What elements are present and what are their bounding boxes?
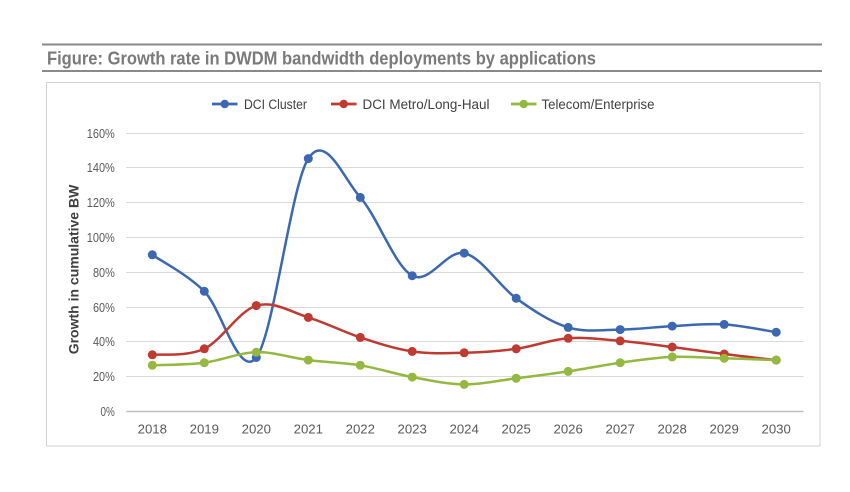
svg-text:2028: 2028 xyxy=(658,422,687,437)
svg-text:2020: 2020 xyxy=(242,422,271,437)
svg-text:2019: 2019 xyxy=(190,422,219,437)
svg-text:Growth in cumulative BW: Growth in cumulative BW xyxy=(66,184,82,354)
svg-text:2026: 2026 xyxy=(554,422,583,437)
svg-text:2021: 2021 xyxy=(294,422,323,437)
svg-text:Telecom/Enterprise: Telecom/Enterprise xyxy=(542,97,655,112)
svg-text:2022: 2022 xyxy=(346,422,375,437)
svg-text:2025: 2025 xyxy=(502,422,531,437)
svg-text:140%: 140% xyxy=(87,160,115,175)
svg-text:2030: 2030 xyxy=(762,422,791,437)
svg-text:40%: 40% xyxy=(93,334,115,349)
svg-text:Figure: Growth rate in DWDM ba: Figure: Growth rate in DWDM bandwidth de… xyxy=(47,49,596,69)
svg-text:20%: 20% xyxy=(93,369,115,384)
svg-text:100%: 100% xyxy=(87,230,115,245)
svg-text:DCI Cluster: DCI Cluster xyxy=(244,97,307,112)
svg-text:2018: 2018 xyxy=(138,422,167,437)
svg-text:2023: 2023 xyxy=(398,422,427,437)
svg-text:160%: 160% xyxy=(87,126,115,141)
svg-text:0%: 0% xyxy=(101,404,116,419)
svg-text:2029: 2029 xyxy=(710,422,739,437)
svg-text:60%: 60% xyxy=(93,300,115,315)
svg-text:DCI Metro/Long-Haul: DCI Metro/Long-Haul xyxy=(363,97,490,112)
svg-text:2024: 2024 xyxy=(450,422,479,437)
svg-text:80%: 80% xyxy=(93,265,115,280)
svg-text:2027: 2027 xyxy=(606,422,635,437)
svg-text:120%: 120% xyxy=(87,195,115,210)
